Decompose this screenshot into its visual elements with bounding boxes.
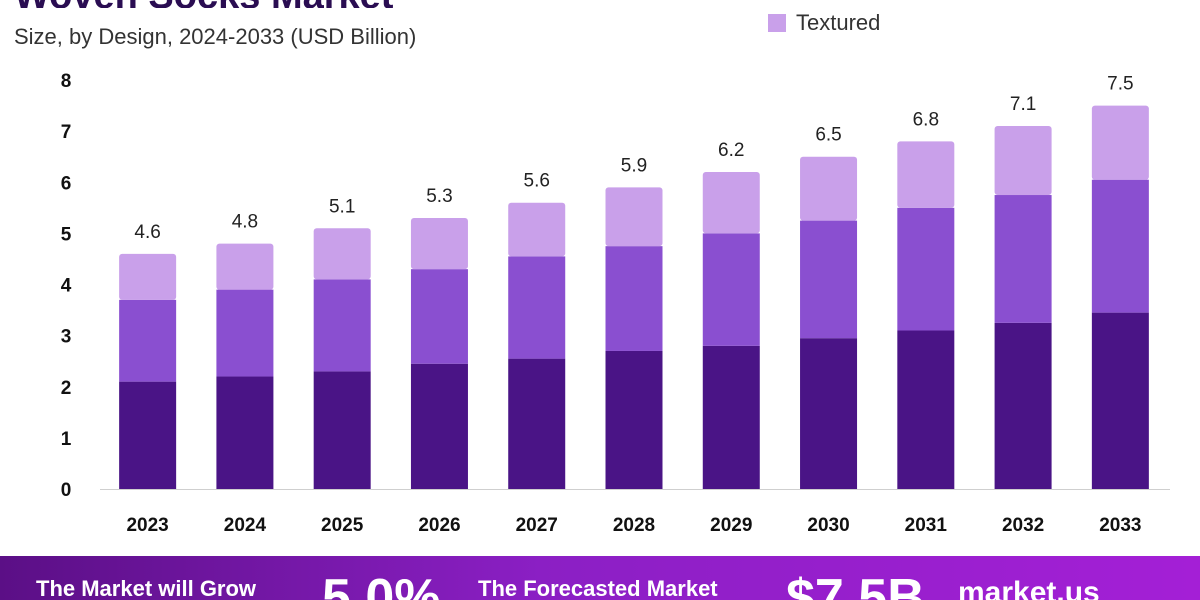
y-tick-label: 6 <box>61 173 72 194</box>
bar-total-label: 5.3 <box>426 186 452 207</box>
bar-segment-bottom <box>897 330 955 489</box>
bar-segment-middle <box>1091 179 1149 313</box>
banner-forecast-text: The Forecasted Market <box>478 576 718 600</box>
bar-segment-textured <box>897 141 955 208</box>
bar-total-label: 5.9 <box>621 155 647 176</box>
bar-segment-middle <box>702 233 760 346</box>
bar-stack <box>410 218 468 489</box>
bar-segment-bottom <box>216 376 274 489</box>
bar-stack <box>702 172 760 489</box>
bar-segment-textured <box>605 187 663 247</box>
x-tick-label: 2024 <box>224 515 267 536</box>
x-tick-label: 2027 <box>516 515 558 536</box>
legend: Textured <box>768 10 880 36</box>
bar-segment-bottom <box>410 363 468 489</box>
x-tick-label: 2028 <box>613 515 655 536</box>
x-tick-label: 2023 <box>126 515 168 536</box>
legend-swatch-textured <box>768 14 786 32</box>
bar-segment-textured <box>994 126 1052 196</box>
bar-segment-middle <box>216 289 274 377</box>
banner-grow-text: The Market will Grow <box>36 576 257 600</box>
bar-stack <box>313 228 371 489</box>
y-tick-label: 3 <box>61 327 72 348</box>
bar-segment-middle <box>410 269 468 364</box>
banner-forecast-value: $7.5B <box>786 569 925 600</box>
chart-subtitle: Size, by Design, 2024-2033 (USD Billion) <box>14 24 417 49</box>
bar-segment-textured <box>508 202 566 257</box>
bar-total-label: 6.5 <box>815 125 841 146</box>
bar-segment-middle <box>897 207 955 331</box>
bar-segment-textured <box>800 156 858 221</box>
bar-stack <box>216 243 274 489</box>
bar-total-label: 7.1 <box>1010 94 1036 115</box>
bar-stack <box>994 126 1052 489</box>
bar-segment-middle <box>605 246 663 351</box>
title-clip: Woven Socks Market <box>14 0 393 8</box>
y-tick-label: 8 <box>61 71 72 92</box>
y-tick-label: 2 <box>61 378 72 399</box>
bar-chart: 0 1 2 3 4 5 6 7 8 4.6 4.8 5.1 5.3 5.6 5.9 6.2 6.5 6.8 7.1… <box>61 71 1170 536</box>
bar-segment-bottom <box>994 322 1052 489</box>
y-tick-label: 0 <box>61 480 72 501</box>
bar-total-label: 4.8 <box>232 212 258 233</box>
bar-segment-textured <box>313 228 371 280</box>
bar-segment-middle <box>994 195 1052 323</box>
bar-segment-middle <box>119 299 177 382</box>
bar-segment-bottom <box>1091 312 1149 489</box>
banner-cagr-value: 5.0% <box>322 569 441 600</box>
bar-total-label: 6.2 <box>718 140 744 161</box>
y-tick-label: 7 <box>61 122 72 143</box>
y-axis: 0 1 2 3 4 5 6 7 8 <box>61 71 72 501</box>
x-tick-label: 2031 <box>905 515 948 536</box>
bar-segment-middle <box>313 279 371 372</box>
bar-total-label: 5.1 <box>329 196 355 217</box>
bars: 4.6 4.8 5.1 5.3 5.6 5.9 6.2 6.5 6.8 7.1 7.5 <box>119 74 1149 489</box>
bar-segment-bottom <box>605 350 663 489</box>
bar-segment-textured <box>216 243 274 290</box>
x-axis: 2023 2024 2025 2026 2027 2028 2029 2030 2031 2032… <box>126 515 1141 536</box>
bar-segment-bottom <box>702 345 760 489</box>
bar-segment-textured <box>410 218 468 270</box>
bar-total-label: 5.6 <box>524 171 550 192</box>
bar-segment-textured <box>119 253 177 300</box>
bar-segment-bottom <box>313 371 371 489</box>
bar-total-label: 6.8 <box>913 109 939 130</box>
y-tick-label: 4 <box>61 276 72 297</box>
bar-segment-middle <box>800 220 858 339</box>
info-banner: The Market will Grow 5.0% The Forecasted… <box>0 556 1200 600</box>
x-tick-label: 2025 <box>321 515 364 536</box>
bar-segment-bottom <box>119 381 177 489</box>
bar-stack <box>119 253 177 489</box>
chart-title: Woven Socks Market <box>14 0 393 8</box>
bar-stack <box>508 202 566 489</box>
x-tick-label: 2029 <box>710 515 752 536</box>
bar-stack <box>1091 105 1149 489</box>
bar-total-label: 7.5 <box>1107 74 1133 95</box>
bar-segment-bottom <box>508 358 566 489</box>
bar-segment-middle <box>508 256 566 359</box>
y-tick-label: 5 <box>61 224 72 245</box>
bar-segment-bottom <box>800 338 858 489</box>
banner-site-text: market.us <box>958 576 1100 600</box>
bar-segment-textured <box>702 172 760 234</box>
bar-total-label: 4.6 <box>134 222 160 243</box>
bar-stack <box>897 141 955 489</box>
bar-stack <box>800 156 858 489</box>
x-tick-label: 2033 <box>1099 515 1141 536</box>
x-tick-label: 2030 <box>807 515 849 536</box>
legend-label-textured: Textured <box>796 10 881 35</box>
bar-segment-textured <box>1091 105 1149 180</box>
x-tick-label: 2026 <box>418 515 460 536</box>
y-tick-label: 1 <box>61 429 72 450</box>
x-tick-label: 2032 <box>1002 515 1044 536</box>
bar-stack <box>605 187 663 489</box>
